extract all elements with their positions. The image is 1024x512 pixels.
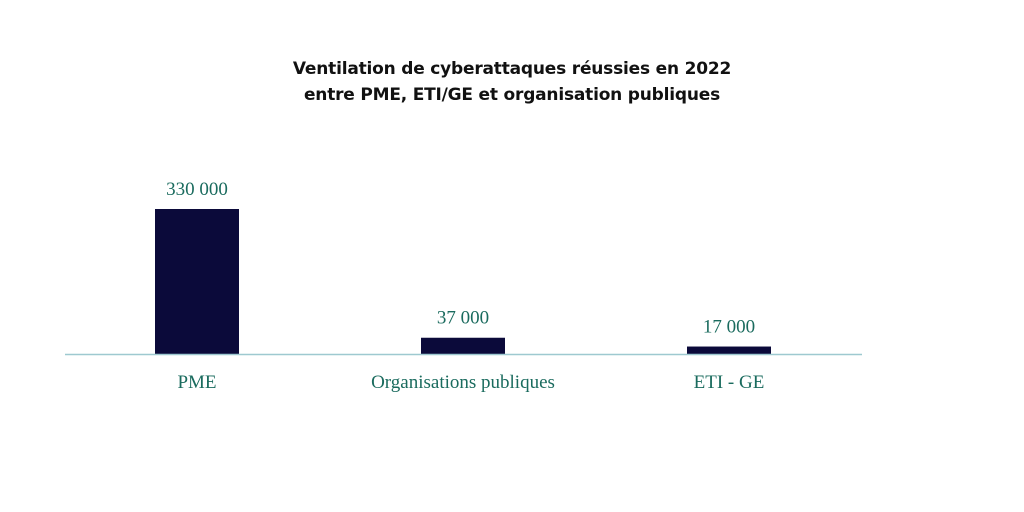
chart-title-line-1: Ventilation de cyberattaques réussies en… <box>292 59 732 79</box>
chart-title-line-2: entre PME, ETI/GE et organisation publiq… <box>303 85 721 105</box>
data-label-0: 330 000 <box>166 179 228 200</box>
category-label-2: ETI - GE <box>694 372 765 393</box>
bar-0 <box>155 209 239 354</box>
category-label-0: PME <box>177 372 216 393</box>
bar-1 <box>421 337 505 354</box>
chart-title: Ventilation de cyberattaques réussies en… <box>0 56 1024 108</box>
data-label-1: 37 000 <box>437 308 489 329</box>
bar-2 <box>687 346 771 354</box>
category-label-1: Organisations publiques <box>371 372 555 393</box>
data-label-2: 17 000 <box>703 317 755 338</box>
